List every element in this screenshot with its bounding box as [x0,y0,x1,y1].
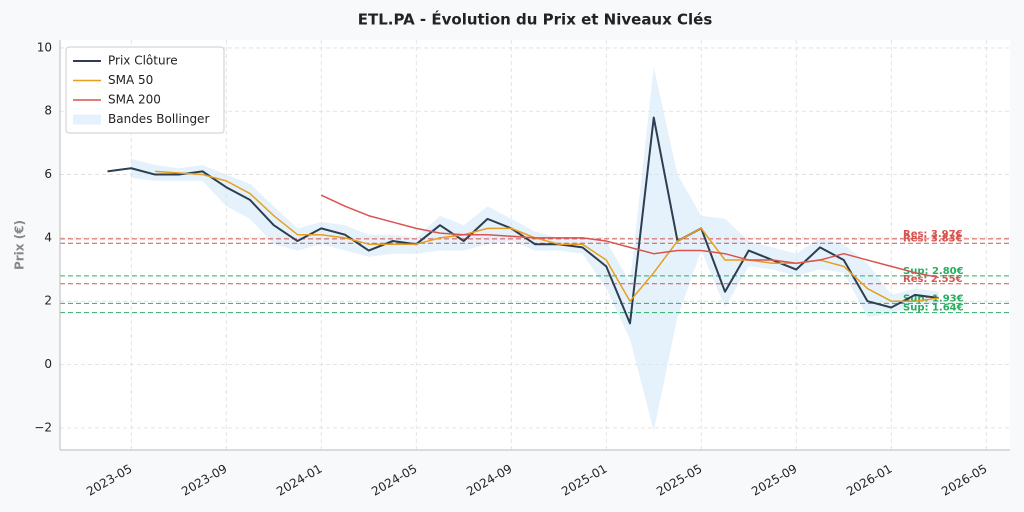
chart-title: ETL.PA - Évolution du Prix et Niveaux Cl… [358,10,713,29]
bollinger-band [131,66,939,432]
y-tick-label: 4 [44,230,52,244]
x-tick-label: 2024-09 [464,462,514,499]
x-tick-label: 2025-01 [559,462,609,499]
y-axis-label: Prix (€) [13,220,27,270]
legend-label: SMA 200 [108,93,161,107]
x-tick-label: 2026-05 [939,462,989,499]
x-tick-label: 2024-05 [369,462,419,499]
legend-box [65,46,225,134]
x-tick-label: 2023-05 [84,462,134,499]
price-line [107,116,939,325]
x-tick-label: 2026-01 [844,462,894,499]
level-label: Res: 2.55€ [903,274,963,285]
y-tick-label: 0 [44,357,52,371]
x-tick-label: 2025-05 [654,462,704,499]
legend-swatch [73,114,101,125]
y-tick-label: 2 [44,294,52,308]
y-tick-label: 10 [37,40,52,54]
price-line [320,194,939,279]
level-label: Sup: 2.80€ [903,266,964,277]
y-tick-label: 6 [44,167,52,181]
x-tick-label: 2023-09 [179,462,229,499]
legend-label: Prix Clôture [108,54,178,68]
legend-label: SMA 50 [108,73,153,87]
level-label: Res: 3.83€ [903,233,963,244]
x-tick-label: 2024-01 [274,462,324,499]
y-tick-label: −2 [34,420,52,434]
x-tick-label: 2025-09 [749,462,799,499]
level-label: Sup: 1.64€ [903,303,964,314]
legend-label: Bandes Bollinger [108,112,209,126]
level-label: Res: 3.97€ [903,229,963,240]
y-tick-label: 8 [44,104,52,118]
legend: Prix Clôture SMA 50 SMA 200 Bandes Bollinge… [65,46,225,134]
